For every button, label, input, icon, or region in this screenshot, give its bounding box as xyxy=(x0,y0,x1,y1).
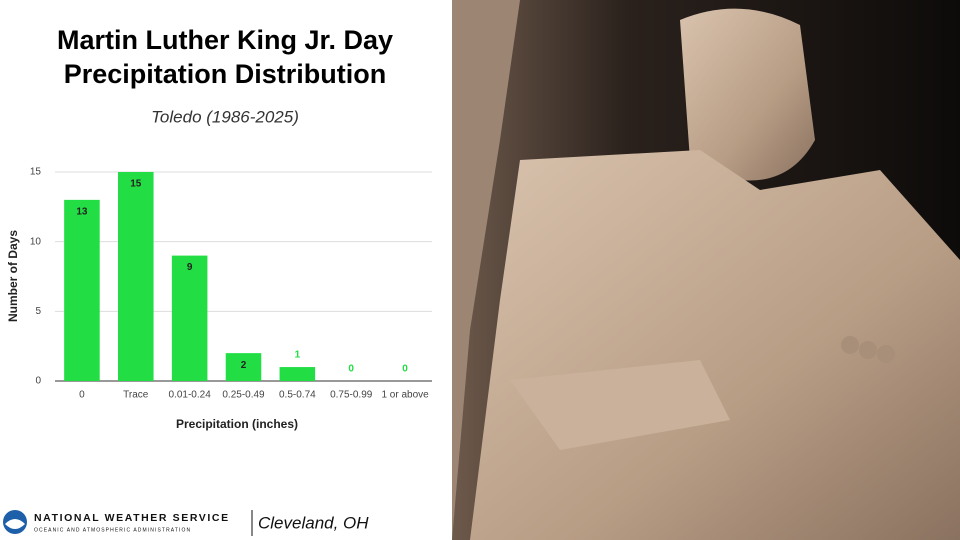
title-line: Precipitation Distribution xyxy=(64,59,387,89)
x-tick-label: 1 or above xyxy=(381,390,429,401)
y-axis-label: Number of Days xyxy=(6,230,20,322)
data-label: 0 xyxy=(402,364,408,375)
bar xyxy=(64,199,100,381)
subtitle: Toledo (1986-2025) xyxy=(151,107,299,126)
x-axis-label: Precipitation (inches) xyxy=(176,417,298,431)
photo xyxy=(452,0,960,540)
agency: NATIONAL WEATHER SERVICE xyxy=(34,512,230,524)
x-tick-label: 0.25-0.49 xyxy=(222,390,265,401)
agency-sub: OCEANIC AND ATMOSPHERIC ADMINISTRATION xyxy=(34,527,191,533)
footer: NATIONAL WEATHER SERVICE OCEANIC AND ATM… xyxy=(3,510,369,536)
x-tick-label: 0.5-0.74 xyxy=(279,390,316,401)
bar xyxy=(225,353,262,381)
data-label: 13 xyxy=(76,207,88,218)
data-label: 9 xyxy=(187,262,193,273)
data-label: 0 xyxy=(348,364,354,375)
y-tick-label: 10 xyxy=(30,236,42,247)
data-label: 15 xyxy=(130,179,142,190)
bar xyxy=(279,367,316,381)
data-label: 2 xyxy=(241,360,247,371)
bar xyxy=(118,172,154,381)
data-label: 1 xyxy=(295,350,301,361)
y-tick-label: 15 xyxy=(30,167,42,178)
y-tick-label: 0 xyxy=(35,376,41,387)
bar xyxy=(171,255,208,381)
x-tick-label: 0 xyxy=(79,390,85,401)
x-tick-label: 0.75-0.99 xyxy=(330,390,373,401)
y-tick-label: 5 xyxy=(35,306,41,317)
office: Cleveland, OH xyxy=(258,513,369,532)
title-line: Martin Luther King Jr. Day xyxy=(57,25,393,55)
x-tick-label: 0.01-0.24 xyxy=(169,390,212,401)
x-tick-label: Trace xyxy=(123,390,149,401)
